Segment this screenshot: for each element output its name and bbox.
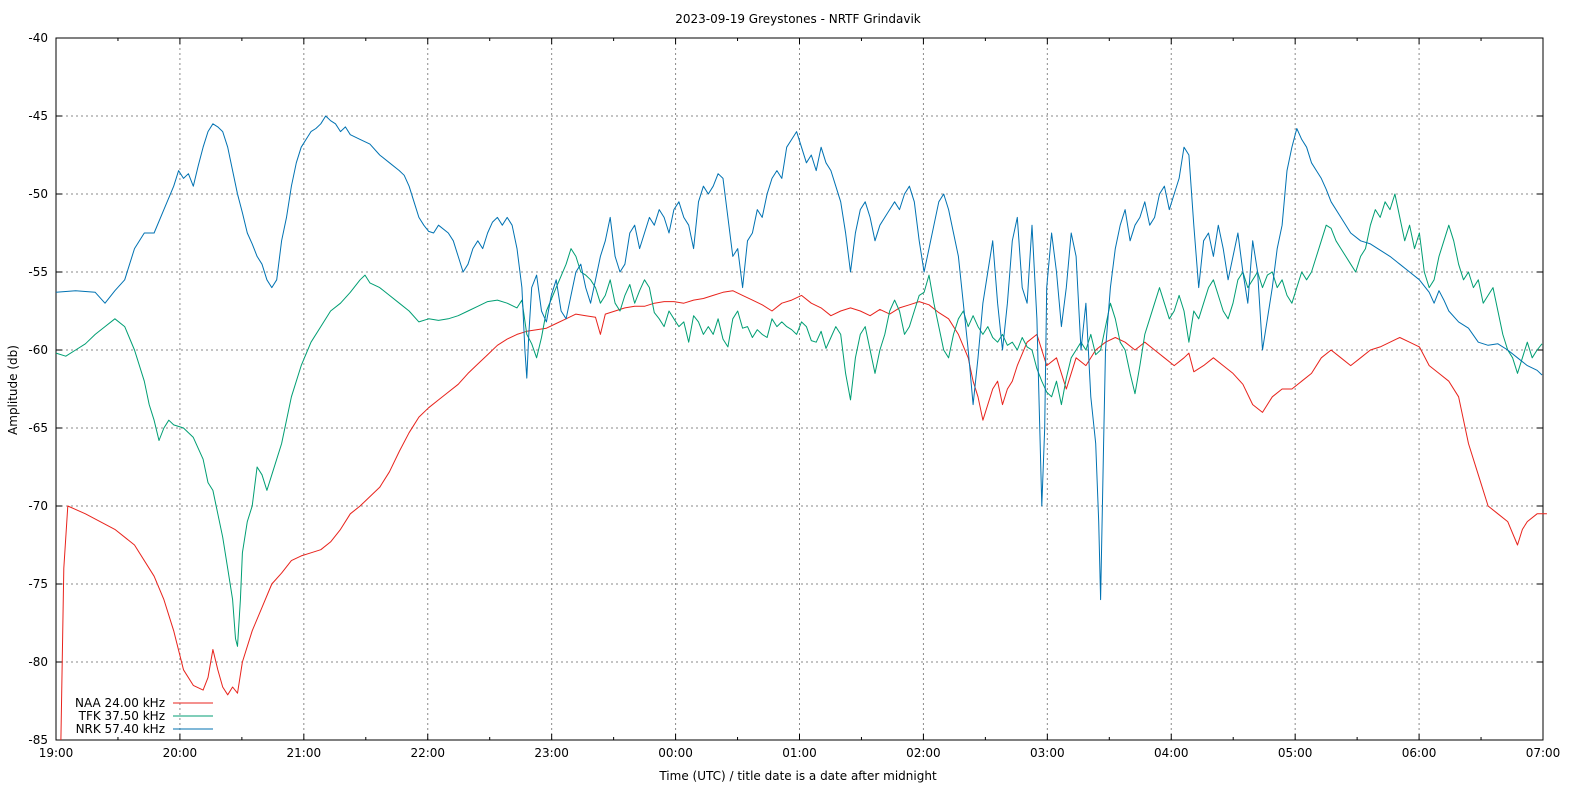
y-tick-label: -55 xyxy=(28,265,48,279)
y-axis-ticks: -85 -80 -75 -70 -65 -60 -55 -50 -45 -40 xyxy=(28,31,1543,747)
x-tick-label: 07:00 xyxy=(1526,746,1561,760)
legend-label: TFK 37.50 kHz xyxy=(78,709,165,723)
y-tick-label: -40 xyxy=(28,31,48,45)
y-axis-label: Amplitude (db) xyxy=(6,345,20,435)
y-tick-label: -45 xyxy=(28,109,48,123)
legend-label: NAA 24.00 kHz xyxy=(75,696,165,710)
y-tick-label: -65 xyxy=(28,421,48,435)
series-line-3 xyxy=(55,115,1543,601)
x-tick-label: 02:00 xyxy=(906,746,941,760)
x-tick-label: 23:00 xyxy=(534,746,569,760)
x-tick-label: 06:00 xyxy=(1402,746,1437,760)
y-tick-label: -80 xyxy=(28,655,48,669)
series-line-2 xyxy=(55,193,1543,647)
x-tick-label: 19:00 xyxy=(39,746,74,760)
grid xyxy=(56,38,1543,740)
y-tick-label: -60 xyxy=(28,343,48,357)
x-tick-label: 21:00 xyxy=(287,746,322,760)
y-tick-label: -75 xyxy=(28,577,48,591)
x-tick-label: 00:00 xyxy=(658,746,693,760)
chart-title: 2023-09-19 Greystones - NRTF Grindavik xyxy=(675,12,921,26)
series-line-1 xyxy=(60,290,1547,741)
legend-label: NRK 57.40 kHz xyxy=(76,722,165,736)
y-tick-label: -50 xyxy=(28,187,48,201)
x-tick-label: 22:00 xyxy=(410,746,445,760)
x-axis-label: Time (UTC) / title date is a date after … xyxy=(658,769,937,783)
x-tick-label: 20:00 xyxy=(163,746,198,760)
y-tick-label: -85 xyxy=(28,733,48,747)
x-tick-label: 05:00 xyxy=(1278,746,1313,760)
x-tick-label: 03:00 xyxy=(1030,746,1065,760)
x-tick-label: 04:00 xyxy=(1154,746,1189,760)
x-axis-ticks: 19:00 20:00 21:00 22:00 23:00 00:00 01:00 02:00… xyxy=(39,38,1561,760)
x-tick-label: 01:00 xyxy=(782,746,817,760)
series-lines xyxy=(55,115,1547,741)
y-tick-label: -70 xyxy=(28,499,48,513)
